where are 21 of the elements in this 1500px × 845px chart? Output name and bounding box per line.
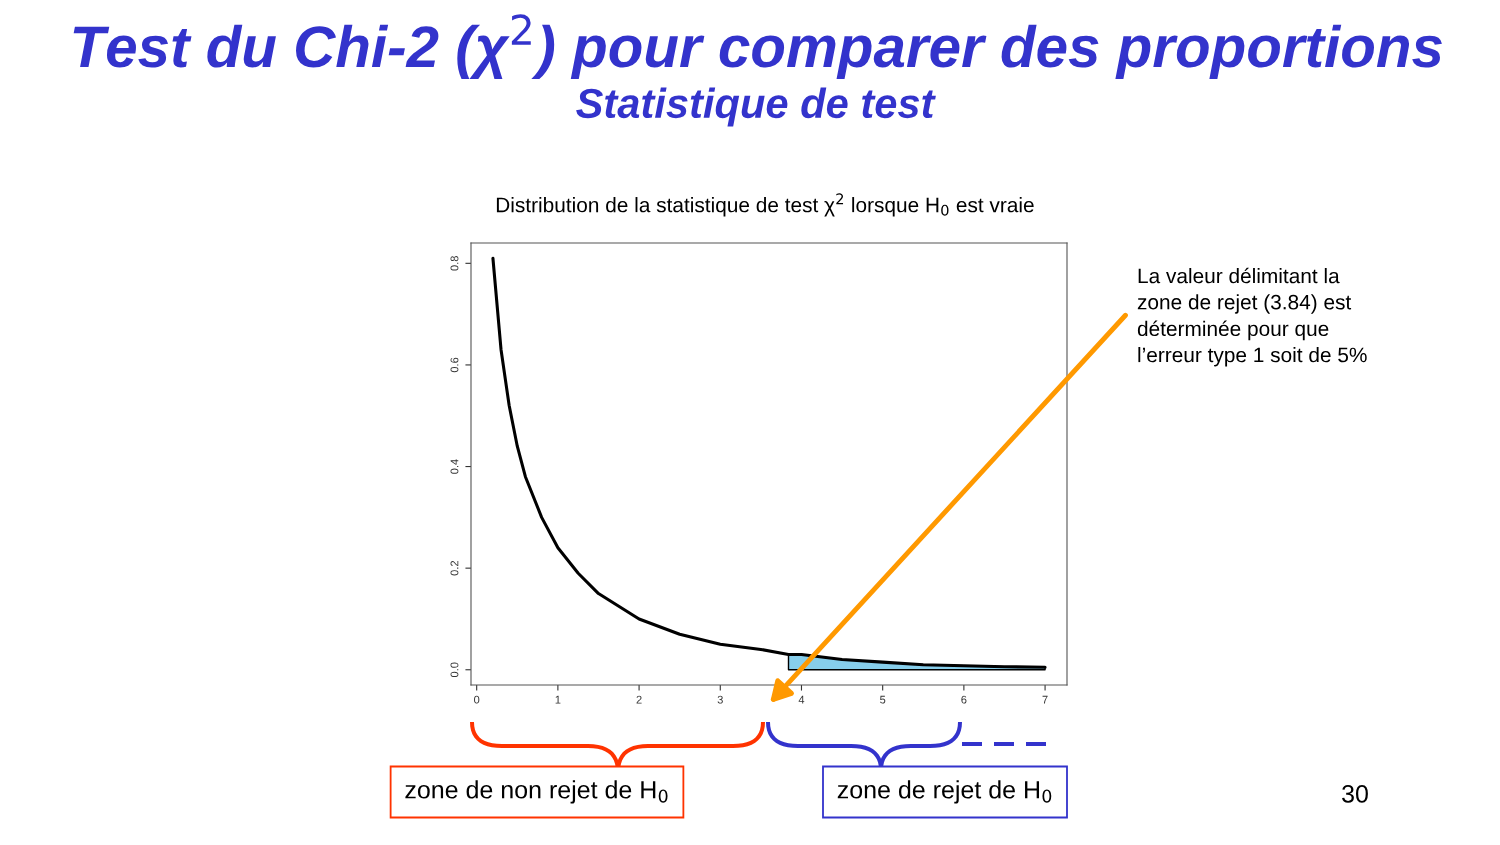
chart-subtitle: Statistique de test	[576, 87, 936, 127]
text: zone de rejet de H$_{0}$	[837, 780, 1052, 804]
y-tick-label: 0.4	[450, 459, 459, 474]
line-series	[491, 256, 1047, 669]
y-tick-label: 0.0	[450, 662, 459, 678]
y-tick-label: 0.6	[450, 357, 459, 373]
text: zone de non rejet de H$_{0}$	[405, 780, 668, 804]
text: 30	[1342, 785, 1368, 803]
x-tick-label: 5	[880, 695, 886, 704]
x-tick-label: 2	[636, 695, 642, 704]
y-tick-label: 0.8	[450, 256, 459, 271]
text: Distribution de la statistique de test χ$^{2}$ lorsque H$_{0}$ est vraie	[496, 193, 1034, 217]
x-tick-label: 3	[717, 695, 723, 704]
x-tick-label: 4	[798, 695, 805, 704]
chart-title: Test du Chi-2 (χ$^{2}$) pour comparer des proportions	[73, 14, 1442, 80]
x-tick-label: 7	[1042, 695, 1048, 704]
x-tick-label: 6	[961, 695, 967, 704]
y-tick-label: 0.2	[450, 560, 459, 576]
text: La valeur délimitant la zone de rejet (3.84) est déterminée pour que l’erreur type 1 soit de 5%	[1137, 267, 1367, 367]
x-tick-label: 0	[474, 695, 480, 704]
x-tick-label: 1	[555, 695, 561, 704]
